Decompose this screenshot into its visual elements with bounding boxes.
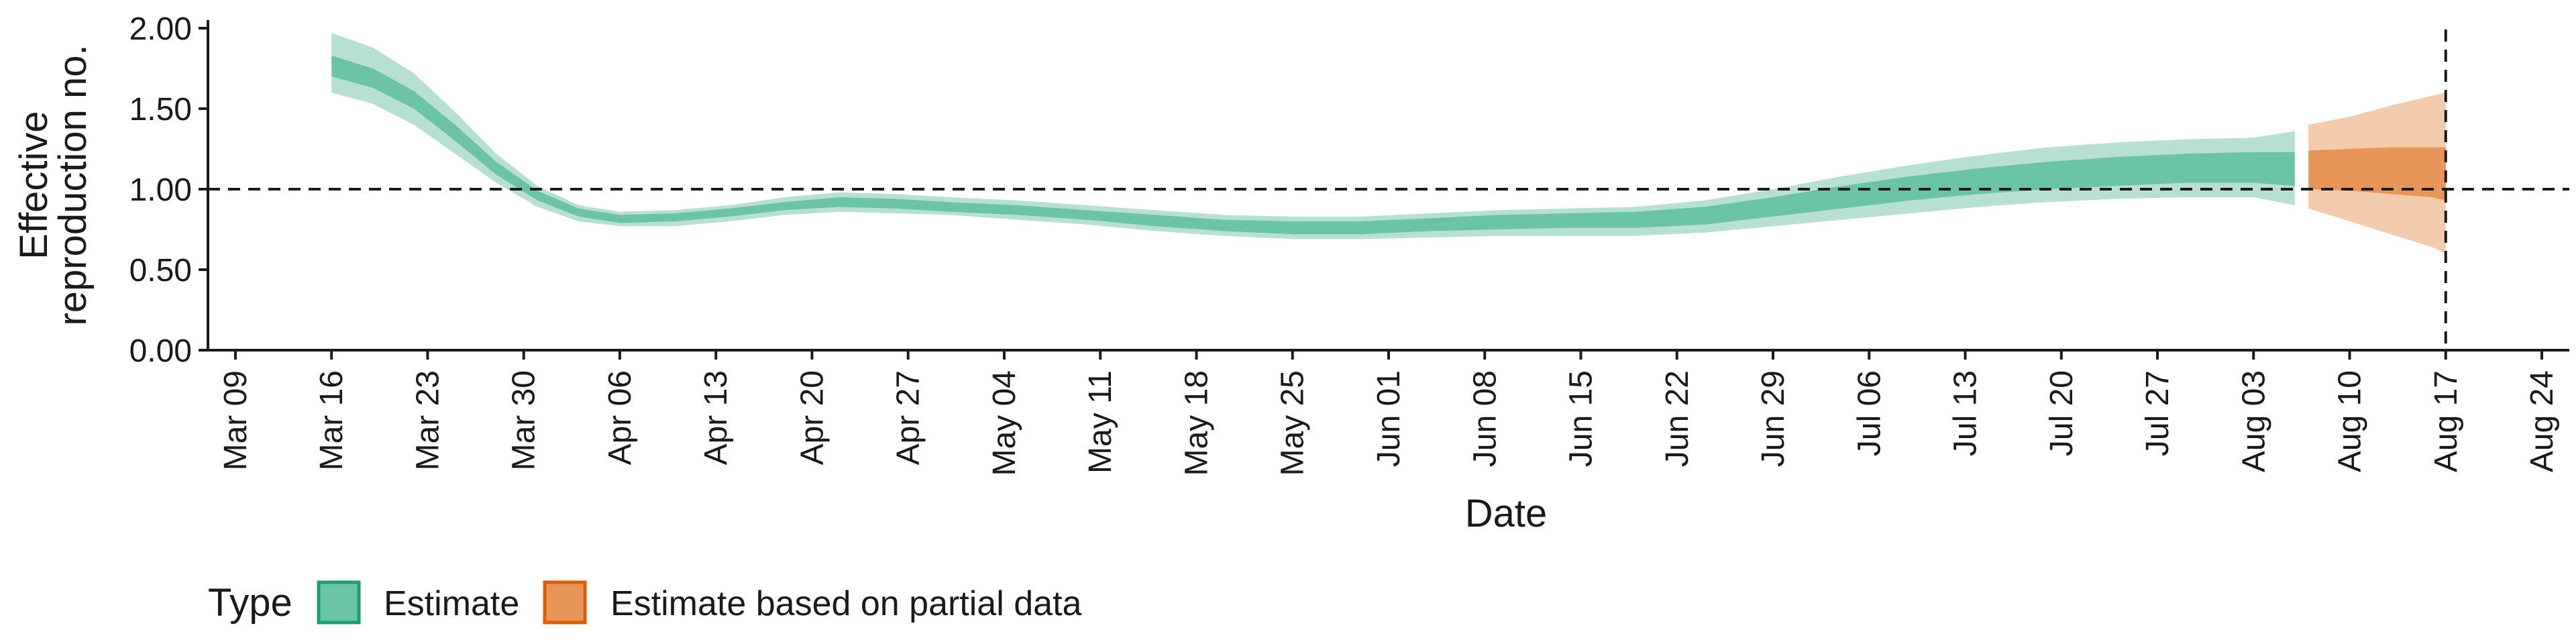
y-tick-label: 0.00 xyxy=(129,333,192,369)
x-tick-label: Mar 16 xyxy=(314,370,350,470)
y-tick-label: 0.50 xyxy=(129,253,192,288)
x-tick-label: May 04 xyxy=(987,370,1022,476)
x-tick-label: Aug 17 xyxy=(2428,370,2464,472)
x-tick-label: May 11 xyxy=(1083,370,1118,474)
band-outer-estimate xyxy=(331,33,2295,239)
x-tick-label: Mar 23 xyxy=(410,370,445,470)
x-tick-label: Jul 13 xyxy=(1948,370,1984,456)
x-tick-label: Aug 24 xyxy=(2524,370,2560,472)
x-tick-label: Jun 08 xyxy=(1467,370,1503,467)
x-ticks: Mar 09 Mar 16 Mar 23 Mar 30 Apr 06 Apr 13 Apr … xyxy=(218,350,2560,476)
x-tick-label: Jun 01 xyxy=(1371,370,1407,467)
y-axis-title-line-1: Effective xyxy=(12,111,56,259)
x-axis-title: Date xyxy=(1465,492,1548,535)
y-tick-label: 1.00 xyxy=(129,172,192,208)
y-ticks: 0.00 0.50 1.00 1.50 2.00 xyxy=(129,11,208,369)
x-tick-label: Jun 22 xyxy=(1660,370,1695,467)
legend: Type Estimate Estimate based on partial … xyxy=(208,580,1082,625)
x-tick-label: May 25 xyxy=(1275,370,1311,476)
reference-lines xyxy=(208,30,2569,350)
legend-key-partial-data xyxy=(543,580,587,625)
x-tick-label: Jul 20 xyxy=(2044,370,2080,456)
x-tick-label: Apr 13 xyxy=(698,370,734,465)
legend-label-partial-data: Estimate based on partial data xyxy=(610,584,1082,623)
y-tick-label: 2.00 xyxy=(129,11,192,47)
x-tick-label: Mar 09 xyxy=(218,370,254,470)
x-tick-label: Jul 06 xyxy=(1851,370,1887,456)
x-tick-label: Jul 27 xyxy=(2140,370,2176,456)
y-axis-title-line-2: reproduction no. xyxy=(51,44,95,325)
legend-label-estimate: Estimate xyxy=(384,584,519,623)
y-tick-label: 1.50 xyxy=(129,92,192,127)
x-tick-label: May 18 xyxy=(1179,370,1215,476)
legend-key-estimate xyxy=(317,580,361,625)
x-tick-label: Jun 29 xyxy=(1756,370,1791,467)
x-tick-label: Mar 30 xyxy=(506,370,542,470)
x-tick-label: Apr 20 xyxy=(795,370,830,465)
band-inner-estimate-based-on-partial-data xyxy=(2308,147,2446,201)
x-tick-label: Apr 27 xyxy=(891,370,926,465)
x-tick-label: Aug 10 xyxy=(2332,370,2368,472)
legend-title: Type xyxy=(208,581,292,625)
x-tick-label: Apr 06 xyxy=(602,370,638,465)
x-tick-label: Aug 03 xyxy=(2236,370,2271,472)
x-tick-label: Jun 15 xyxy=(1564,370,1599,467)
band-layer xyxy=(331,33,2446,254)
band-inner-estimate xyxy=(331,55,2295,235)
